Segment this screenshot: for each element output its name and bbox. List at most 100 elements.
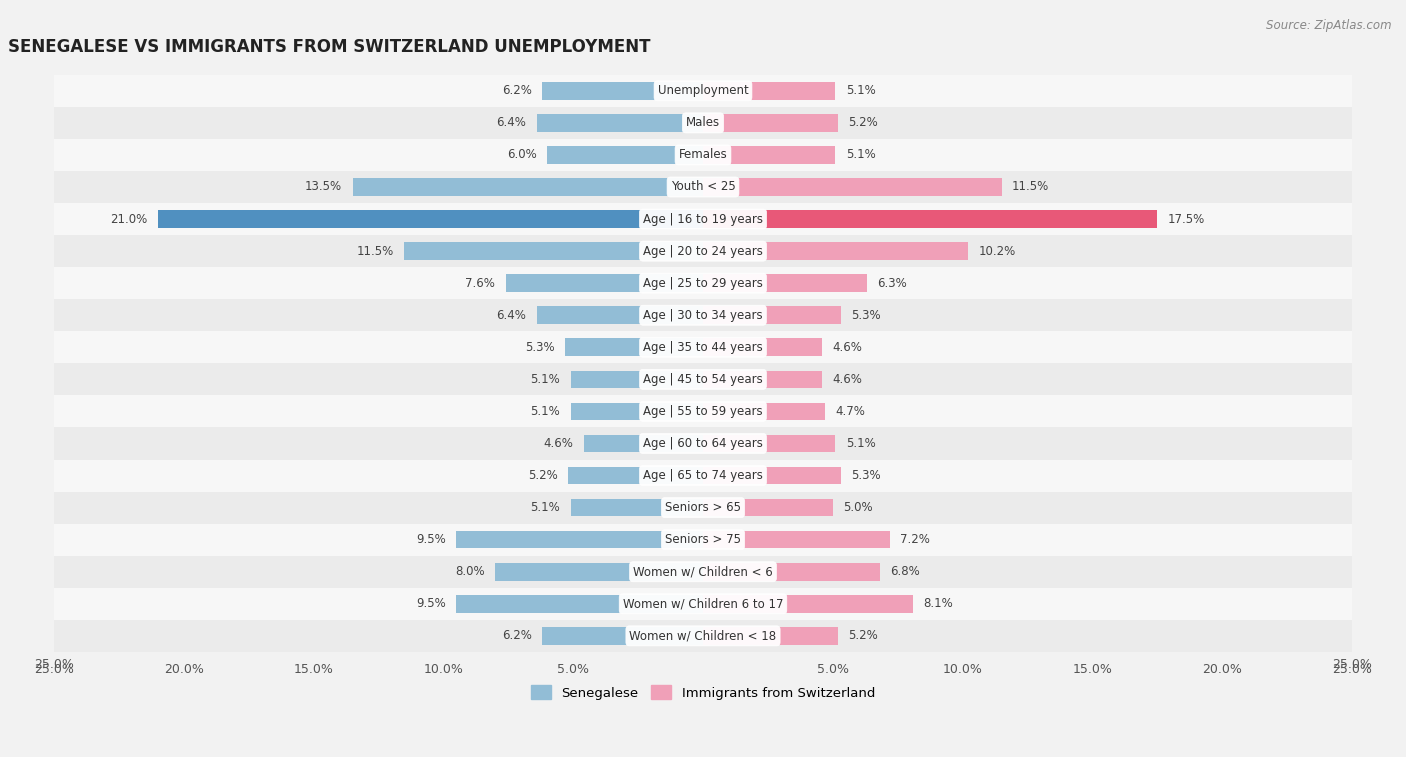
Text: 5.1%: 5.1% [530,405,560,418]
Bar [703,499,832,516]
Bar [53,620,1353,652]
Text: 5.0%: 5.0% [844,501,873,514]
Bar [53,203,1353,235]
Text: 11.5%: 11.5% [1012,180,1049,194]
Text: 17.5%: 17.5% [1168,213,1205,226]
Bar [703,403,825,420]
Text: Seniors > 65: Seniors > 65 [665,501,741,514]
Bar [53,428,1353,459]
Text: 6.2%: 6.2% [502,84,531,98]
Text: Age | 25 to 29 years: Age | 25 to 29 years [643,276,763,290]
Bar [157,210,703,228]
Bar [583,435,703,452]
Text: 9.5%: 9.5% [416,597,446,610]
Text: Women w/ Children < 6: Women w/ Children < 6 [633,565,773,578]
Text: 7.6%: 7.6% [465,276,495,290]
Text: 8.1%: 8.1% [924,597,953,610]
Legend: Senegalese, Immigrants from Switzerland: Senegalese, Immigrants from Switzerland [526,680,880,705]
Bar [571,403,703,420]
Text: Age | 35 to 44 years: Age | 35 to 44 years [643,341,763,354]
Bar [405,242,703,260]
Text: 6.3%: 6.3% [877,276,907,290]
Bar [703,82,835,100]
Text: Age | 30 to 34 years: Age | 30 to 34 years [643,309,763,322]
Bar [537,114,703,132]
Bar [703,274,866,292]
Text: 5.1%: 5.1% [530,373,560,386]
Bar [53,395,1353,428]
Bar [53,587,1353,620]
Bar [703,435,835,452]
Text: 13.5%: 13.5% [305,180,342,194]
Text: 5.1%: 5.1% [846,437,876,450]
Bar [703,467,841,484]
Text: 5.2%: 5.2% [848,629,879,643]
Bar [53,459,1353,491]
Bar [565,338,703,356]
Bar [53,299,1353,332]
Bar [457,531,703,549]
Text: 25.0%: 25.0% [1331,659,1372,671]
Bar [495,563,703,581]
Bar [53,235,1353,267]
Text: 6.4%: 6.4% [496,309,526,322]
Text: 10.2%: 10.2% [979,245,1015,257]
Text: Seniors > 75: Seniors > 75 [665,533,741,546]
Bar [53,491,1353,524]
Text: 5.1%: 5.1% [846,84,876,98]
Text: 4.7%: 4.7% [835,405,865,418]
Text: 5.1%: 5.1% [846,148,876,161]
Text: Youth < 25: Youth < 25 [671,180,735,194]
Bar [703,370,823,388]
Text: SENEGALESE VS IMMIGRANTS FROM SWITZERLAND UNEMPLOYMENT: SENEGALESE VS IMMIGRANTS FROM SWITZERLAN… [8,38,651,56]
Text: 6.2%: 6.2% [502,629,531,643]
Text: Age | 20 to 24 years: Age | 20 to 24 years [643,245,763,257]
Bar [53,107,1353,139]
Bar [506,274,703,292]
Text: Unemployment: Unemployment [658,84,748,98]
Text: Age | 45 to 54 years: Age | 45 to 54 years [643,373,763,386]
Bar [53,524,1353,556]
Text: 5.2%: 5.2% [527,469,558,482]
Text: Women w/ Children 6 to 17: Women w/ Children 6 to 17 [623,597,783,610]
Text: Age | 55 to 59 years: Age | 55 to 59 years [643,405,763,418]
Text: 7.2%: 7.2% [900,533,931,546]
Text: 4.6%: 4.6% [832,341,863,354]
Text: 4.6%: 4.6% [832,373,863,386]
Bar [571,370,703,388]
Bar [53,139,1353,171]
Text: 5.1%: 5.1% [530,501,560,514]
Text: Males: Males [686,117,720,129]
Text: Source: ZipAtlas.com: Source: ZipAtlas.com [1267,19,1392,32]
Bar [703,114,838,132]
Bar [543,627,703,645]
Bar [568,467,703,484]
Bar [703,210,1157,228]
Bar [53,332,1353,363]
Text: 9.5%: 9.5% [416,533,446,546]
Text: 6.8%: 6.8% [890,565,920,578]
Bar [703,595,914,612]
Text: 6.0%: 6.0% [508,148,537,161]
Text: 5.3%: 5.3% [851,469,880,482]
Text: Women w/ Children < 18: Women w/ Children < 18 [630,629,776,643]
Text: 5.3%: 5.3% [851,309,880,322]
Bar [703,242,967,260]
Bar [457,595,703,612]
Text: 5.2%: 5.2% [848,117,879,129]
Bar [537,307,703,324]
Bar [53,363,1353,395]
Text: 6.4%: 6.4% [496,117,526,129]
Bar [703,178,1001,196]
Bar [703,338,823,356]
Bar [53,267,1353,299]
Text: 11.5%: 11.5% [357,245,394,257]
Bar [543,82,703,100]
Text: 5.3%: 5.3% [526,341,555,354]
Text: 21.0%: 21.0% [110,213,148,226]
Bar [53,75,1353,107]
Text: Females: Females [679,148,727,161]
Text: Age | 65 to 74 years: Age | 65 to 74 years [643,469,763,482]
Bar [353,178,703,196]
Text: 4.6%: 4.6% [543,437,574,450]
